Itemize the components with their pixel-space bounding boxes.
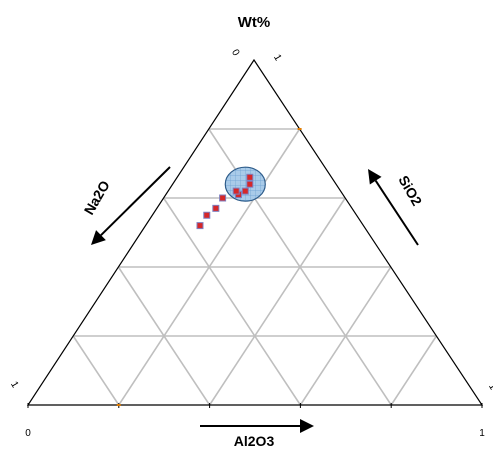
grid-line-bottom-4 — [390, 335, 438, 406]
data-point — [241, 187, 249, 195]
data-point — [212, 204, 220, 212]
left-axis-max-label: 1 — [8, 380, 21, 391]
data-point — [246, 173, 254, 181]
data-point — [232, 187, 240, 195]
top-axis-label: SiO2 — [395, 173, 425, 209]
triangle-frame — [26, 58, 484, 408]
data-points — [196, 173, 254, 230]
grid-line-left-3 — [117, 266, 211, 406]
bottom-axis-arrow — [200, 419, 314, 433]
composition-region — [224, 166, 266, 202]
top-axis-max-label: 1 — [271, 53, 284, 64]
bottom-axis-min-label: 0 — [25, 428, 31, 439]
data-point — [219, 194, 227, 202]
axis-labels: Na2O SiO2 Al2O3 — [81, 166, 425, 449]
triangle-outline — [26, 58, 484, 406]
chart-title: Wt% — [238, 14, 271, 31]
tick-labels: 0 1 1 1 0 1 — [8, 48, 493, 439]
grid-line-left-2 — [162, 197, 302, 406]
left-axis-label: Na2O — [81, 178, 113, 218]
data-point — [246, 180, 254, 188]
region-layer — [224, 166, 266, 202]
top-axis-arrow — [368, 169, 419, 246]
top-axis-min-label: 0 — [229, 48, 242, 59]
grid-line-bottom-2 — [208, 197, 346, 406]
left-axis-arrow — [91, 166, 171, 245]
bottom-axis-label: Al2O3 — [234, 433, 275, 449]
grid-line-bottom-3 — [299, 266, 392, 406]
data-point — [196, 222, 204, 230]
grid-line-left-4 — [72, 335, 120, 406]
data-point — [203, 211, 211, 219]
right-axis-max-label: 1 — [486, 382, 493, 393]
bottom-axis-max-label: 1 — [479, 428, 485, 439]
